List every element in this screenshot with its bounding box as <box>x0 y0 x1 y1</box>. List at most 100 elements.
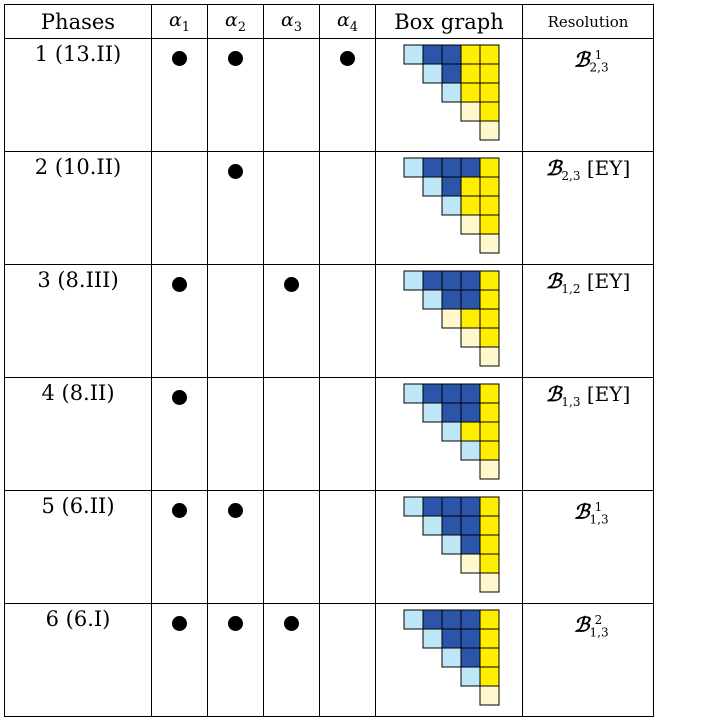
phase-cell: 2 (10.II) <box>4 151 152 265</box>
resolution-subscript: 2,3 <box>589 60 609 75</box>
resolution-superscript: 1 <box>594 500 603 514</box>
box-cell <box>460 383 481 404</box>
alpha-2-cell <box>207 264 264 378</box>
box-cell <box>422 609 443 630</box>
box-cell <box>441 609 462 630</box>
header-alpha-1: α1 <box>151 4 208 39</box>
box-cell <box>460 496 481 517</box>
resolution-cell: ℬ2,3 [EY] <box>522 151 654 265</box>
resolution-tag: [EY] <box>586 382 631 406</box>
box-cell <box>479 327 500 348</box>
alpha-2-cell <box>207 38 264 152</box>
resolution-subscript: 1,2 <box>561 282 581 296</box>
box-cell <box>479 214 500 235</box>
header-alpha-2: α2 <box>207 4 264 39</box>
box-cell <box>460 82 481 103</box>
resolution-label: ℬ1,32 <box>523 604 653 646</box>
box-cell <box>479 270 500 291</box>
bullet-dot <box>228 164 243 179</box>
resolution-label: ℬ1,2 [EY] <box>523 265 653 302</box>
resolution-cell: ℬ1,3 [EY] <box>522 377 654 491</box>
box-cell <box>460 553 481 574</box>
table-body: 1 (13.II) ℬ2,31 2 (10.II) ℬ2,3 [EY] 3 (8.III… <box>4 38 654 717</box>
table-row: 4 (8.II) ℬ1,3 [EY] <box>4 377 654 491</box>
resolution-subscript: 1,3 <box>589 512 609 527</box>
alpha-3-cell <box>263 38 320 152</box>
box-cell <box>460 176 481 197</box>
box-cell <box>479 157 500 178</box>
resolution-subscript: 1,3 <box>561 395 581 409</box>
alpha-3-cell <box>263 603 320 717</box>
resolution-subscript: 2,3 <box>561 169 581 183</box>
table-row: 5 (6.II) ℬ1,31 <box>4 490 654 604</box>
bullet-dot <box>172 503 187 518</box>
box-cell <box>479 383 500 404</box>
box-cell <box>441 195 462 216</box>
box-cell <box>422 289 443 310</box>
alpha-4-cell <box>319 38 376 152</box>
box-cell <box>441 647 462 668</box>
box-cell <box>460 157 481 178</box>
box-cell <box>441 82 462 103</box>
alpha-2-cell <box>207 603 264 717</box>
box-cell <box>460 402 481 423</box>
box-cell <box>460 647 481 668</box>
alpha-4-cell <box>319 377 376 491</box>
alpha-3-cell <box>263 151 320 265</box>
alpha-1-cell <box>151 377 208 491</box>
box-cell <box>441 44 462 65</box>
table-row: 3 (8.III) ℬ1,2 [EY] <box>4 264 654 378</box>
box-cell <box>441 496 462 517</box>
resolution-label: ℬ2,3 [EY] <box>523 152 653 189</box>
box-cell <box>479 628 500 649</box>
alpha-2-cell <box>207 151 264 265</box>
resolution-symbol: ℬ <box>545 269 562 293</box>
resolution-label: ℬ1,31 <box>523 491 653 533</box>
box-cell <box>460 289 481 310</box>
box-cell <box>479 496 500 517</box>
phase-label: 1 (13.II) <box>34 42 122 66</box>
resolution-symbol: ℬ <box>573 499 590 524</box>
phase-table: Phases α1 α2 α3 α4 Box graph Resolution … <box>4 4 654 717</box>
table-row: 2 (10.II) ℬ2,3 [EY] <box>4 151 654 265</box>
phase-label: 6 (6.I) <box>45 607 111 631</box>
box-cell <box>479 233 500 254</box>
alpha-4-cell <box>319 264 376 378</box>
box-cell <box>460 440 481 461</box>
box-cell <box>479 44 500 65</box>
bullet-dot <box>228 51 243 66</box>
bullet-dot <box>172 277 187 292</box>
box-graph-cell <box>375 38 523 152</box>
box-cell <box>479 308 500 329</box>
resolution-symbol: ℬ <box>573 47 590 72</box>
bullet-dot <box>228 503 243 518</box>
box-graph-cell <box>375 377 523 491</box>
box-graph-cell <box>375 490 523 604</box>
phase-label: 5 (6.II) <box>41 494 115 518</box>
bullet-dot <box>340 51 355 66</box>
resolution-symbol: ℬ <box>545 382 562 406</box>
alpha-3-cell <box>263 490 320 604</box>
box-cell <box>403 496 424 517</box>
box-cell <box>403 157 424 178</box>
resolution-tag: [EY] <box>586 269 631 293</box>
bullet-dot <box>284 277 299 292</box>
header-resolution: Resolution <box>522 4 654 39</box>
box-cell <box>422 176 443 197</box>
box-cell <box>479 421 500 442</box>
box-cell <box>460 214 481 235</box>
resolution-label: ℬ1,3 [EY] <box>523 378 653 415</box>
box-cell <box>422 270 443 291</box>
box-cell <box>479 609 500 630</box>
box-cell <box>460 628 481 649</box>
box-cell <box>460 421 481 442</box>
box-cell <box>441 402 462 423</box>
box-cell <box>441 157 462 178</box>
box-cell <box>403 44 424 65</box>
box-cell <box>479 647 500 668</box>
resolution-cell: ℬ1,31 <box>522 490 654 604</box>
phase-cell: 1 (13.II) <box>4 38 152 152</box>
box-cell <box>441 270 462 291</box>
phase-cell: 5 (6.II) <box>4 490 152 604</box>
box-cell <box>403 270 424 291</box>
